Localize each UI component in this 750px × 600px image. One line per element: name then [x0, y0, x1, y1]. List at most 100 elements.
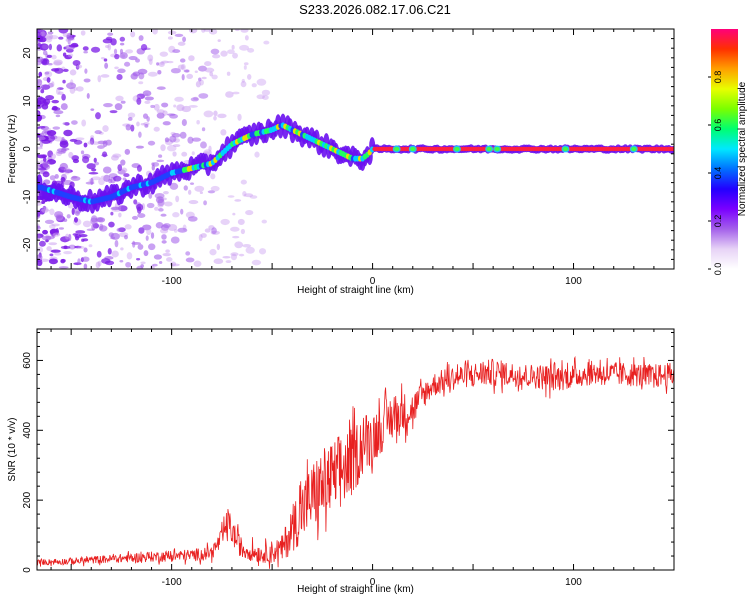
noise-cell — [213, 258, 224, 265]
noise-cell — [188, 29, 198, 34]
noise-cell — [181, 119, 187, 127]
noise-cell — [37, 198, 41, 203]
ridge-core-cell — [606, 146, 611, 152]
noise-cell — [100, 74, 110, 78]
noise-cell — [60, 245, 71, 250]
noise-cell — [120, 159, 126, 166]
ridge-core-cell — [654, 146, 659, 152]
noise-cell — [179, 58, 186, 63]
noise-cell — [131, 163, 141, 169]
noise-cell — [90, 108, 95, 111]
noise-cell — [208, 145, 212, 152]
noise-cell — [148, 192, 153, 199]
ridge-core-cell — [454, 146, 459, 152]
noise-cell — [177, 175, 182, 182]
ridge-core-cell — [302, 132, 307, 139]
noise-cell — [244, 35, 249, 41]
noise-cell — [216, 243, 221, 251]
ridge-halo-cell — [540, 145, 547, 153]
ridge-halo-cell — [74, 190, 81, 208]
ridge-core-cell — [107, 194, 112, 201]
noise-cell — [143, 47, 151, 51]
noise-cell — [209, 71, 214, 77]
ridge-halo-cell — [451, 145, 458, 154]
noise-cell — [234, 29, 240, 32]
ridge-core-cell — [562, 146, 568, 152]
ridge-core-cell — [601, 146, 606, 152]
ridge-halo-cell — [118, 187, 125, 205]
noise-cell — [162, 252, 172, 257]
noise-cell — [117, 164, 123, 171]
noise-cell — [136, 93, 146, 100]
ridge-core-cell — [560, 146, 565, 152]
ridge-halo-cell — [521, 144, 528, 153]
noise-cell — [59, 140, 69, 148]
ridge-halo-cell — [270, 123, 277, 141]
ridge-halo-cell — [154, 168, 161, 185]
noise-cell — [53, 59, 63, 66]
noise-cell — [37, 56, 44, 63]
ridge-core-cell — [145, 180, 151, 187]
noise-cell — [37, 195, 41, 200]
ridge-core-cell — [331, 146, 336, 153]
ridge-patch — [561, 145, 570, 153]
noise-cell — [74, 206, 82, 214]
noise-cell — [203, 110, 214, 118]
noise-cell — [47, 62, 53, 66]
ridge-core-cell — [225, 145, 230, 152]
ridge-halo-cell — [137, 174, 144, 192]
noise-cell — [91, 223, 96, 231]
noise-cell — [98, 225, 108, 232]
ridge-halo-cell — [381, 144, 388, 152]
ridge-halo-cell — [279, 113, 286, 131]
ridge-halo-cell — [123, 179, 130, 197]
noise-cell — [124, 224, 132, 230]
noise-cell — [243, 62, 249, 66]
noise-cell — [137, 213, 146, 218]
noise-cell — [181, 105, 192, 113]
noise-cell — [158, 154, 163, 158]
ridge-core-cell — [386, 146, 392, 152]
noise-cell — [179, 131, 187, 139]
ridge-core-cell — [239, 136, 245, 143]
ridge-core-cell — [589, 146, 594, 152]
ridge-core-cell — [46, 186, 52, 193]
ridge-halo-cell — [299, 130, 306, 148]
noise-cell — [40, 100, 48, 106]
ridge-halo-cell — [578, 145, 585, 154]
noise-cell — [80, 150, 85, 155]
noise-cell — [95, 217, 104, 222]
noise-cell — [140, 264, 144, 268]
noise-cell — [45, 33, 54, 40]
ridge-core-cell — [63, 192, 69, 199]
ridge-core-cell — [389, 146, 394, 152]
noise-cell — [205, 162, 213, 167]
noise-cell — [164, 137, 170, 143]
noise-cell — [47, 155, 53, 162]
noise-cell — [37, 195, 41, 200]
noise-cell — [37, 56, 42, 62]
ridge-halo-cell — [458, 145, 465, 154]
ridge-core-cell — [215, 154, 221, 161]
ridge-core-cell — [220, 150, 225, 157]
ridge-core-cell — [594, 146, 599, 152]
noise-cell — [212, 54, 221, 59]
ridge-halo-cell — [94, 194, 101, 212]
noise-cell — [203, 200, 207, 206]
noise-cell — [136, 206, 142, 214]
noise-cell — [140, 261, 146, 265]
noise-cell — [189, 182, 195, 185]
ridge-halo-cell — [87, 188, 94, 206]
noise-cell — [157, 197, 167, 201]
noise-cell — [170, 68, 181, 74]
ridge-core-cell — [572, 146, 577, 152]
noise-cell — [152, 29, 158, 35]
noise-cell — [37, 234, 41, 240]
noise-cell — [42, 76, 51, 82]
noise-cell — [153, 170, 158, 176]
noise-cell — [49, 249, 57, 253]
noise-cell — [160, 62, 165, 65]
ridge-core-cell — [184, 166, 189, 173]
ridge-core-cell — [230, 141, 235, 148]
